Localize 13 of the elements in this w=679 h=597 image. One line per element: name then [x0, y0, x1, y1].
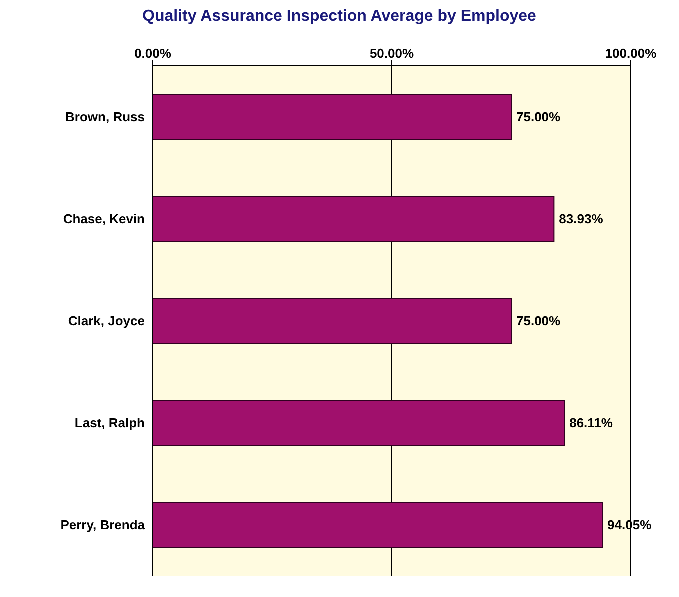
- x-tick-label: 50.00%: [370, 46, 414, 61]
- data-label: 83.93%: [559, 212, 604, 227]
- y-tick-label: Perry, Brenda: [60, 518, 146, 533]
- x-tick-label: 0.00%: [134, 46, 172, 61]
- y-tick-label: Brown, Russ: [66, 110, 145, 125]
- data-label: 75.00%: [516, 110, 562, 125]
- chart-title: Quality Assurance Inspection Average by Employee: [142, 8, 538, 26]
- data-label: 75.00%: [516, 314, 562, 329]
- y-tick-label: Clark, Joyce: [68, 314, 145, 329]
- y-tick-label: Last, Ralph: [74, 416, 146, 431]
- data-label: 86.11%: [570, 416, 614, 431]
- y-tick-label: Chase, Kevin: [63, 212, 146, 227]
- x-tick-label: 100.00%: [605, 46, 658, 61]
